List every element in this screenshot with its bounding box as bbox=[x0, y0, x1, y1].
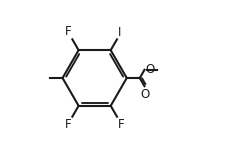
Text: F: F bbox=[65, 118, 71, 131]
Text: I: I bbox=[117, 26, 121, 39]
Text: O: O bbox=[140, 88, 149, 101]
Text: F: F bbox=[65, 25, 71, 38]
Text: O: O bbox=[145, 63, 154, 76]
Text: F: F bbox=[117, 118, 124, 131]
